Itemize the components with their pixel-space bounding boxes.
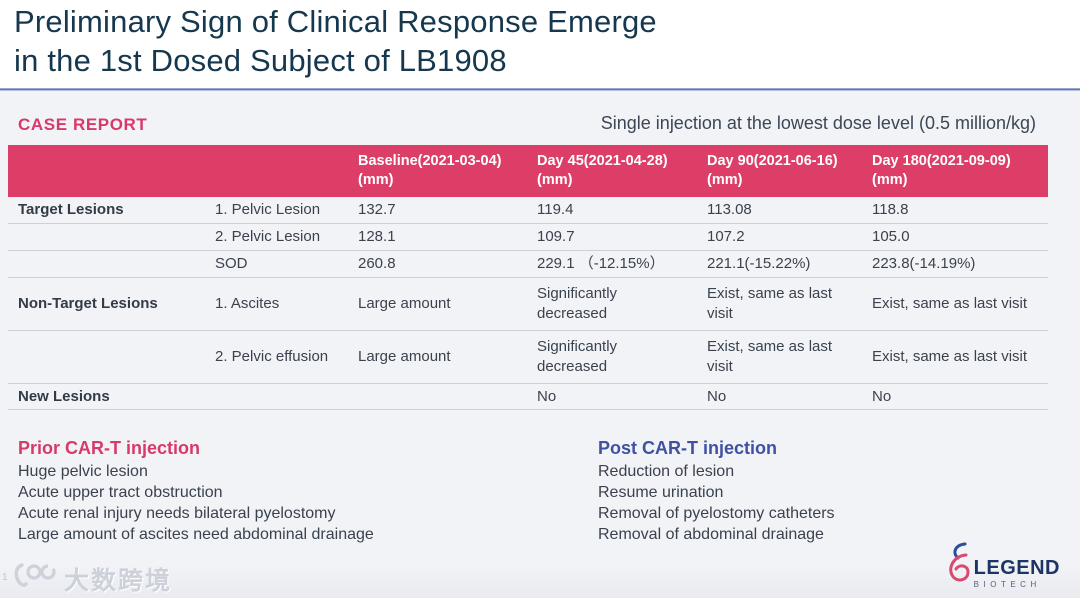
row-item-label: 2. Pelvic effusion [215, 348, 329, 365]
row-value-day45: 229.1 （-12.15%） [537, 255, 665, 272]
table-header-day180: Day 180(2021-09-09) (mm) [872, 153, 1011, 188]
table-header-baseline: Baseline(2021-03-04) (mm) [358, 153, 502, 188]
case-report-table: Baseline(2021-03-04) (mm) Day 45(2021-04… [8, 145, 1048, 410]
watermark-text: 大数跨境 [64, 566, 173, 595]
notes-section: Prior CAR-T injection Huge pelvic lesion… [0, 438, 1080, 558]
row-value-day45: 109.7 [537, 228, 575, 245]
row-group-label: Non-Target Lesions [18, 295, 158, 312]
row-item-label: 1. Ascites [215, 295, 280, 312]
brand-name: LEGEND [973, 557, 1060, 579]
table-header-empty-group [8, 145, 215, 197]
brand-subname: BIOTECH [973, 580, 1041, 589]
row-item-label: 1. Pelvic Lesion [215, 201, 321, 218]
watermark: 大数跨境 [12, 560, 172, 597]
table-row: SOD 260.8 229.1 （-12.15%） 221.1(-15.22%)… [8, 251, 1048, 278]
table-header-day90: Day 90(2021-06-16) (mm) [707, 153, 838, 188]
row-value-day90: 221.1(-15.22%) [707, 255, 811, 272]
table-row: 2. Pelvic effusion Large amount Signific… [8, 331, 1048, 384]
prior-cart-item: Huge pelvic lesion [18, 463, 148, 480]
prior-cart-list: Huge pelvic lesion Acute upper tract obs… [18, 461, 498, 545]
post-cart-list: Reduction of lesion Resume urination Rem… [598, 461, 1038, 545]
prior-cart-item: Large amount of ascites need abdominal d… [18, 526, 374, 543]
table-row: Non-Target Lesions 1. Ascites Large amou… [8, 278, 1048, 331]
slide-title: Preliminary Sign of Clinical Response Em… [14, 2, 1014, 80]
row-item-label: SOD [215, 255, 248, 272]
footer-shade [0, 564, 1080, 598]
table-header-day45: Day 45(2021-04-28) (mm) [537, 153, 668, 188]
row-group-label: Target Lesions [18, 201, 124, 218]
page-number: 1 [2, 572, 8, 583]
row-value-day45: Significantly decreased [537, 285, 618, 322]
prior-cart-title: Prior CAR-T injection [18, 438, 201, 458]
title-divider [0, 88, 1080, 91]
watermark-100-icon [12, 560, 56, 597]
table-row: Target Lesions 1. Pelvic Lesion 132.7 11… [8, 197, 1048, 224]
post-cart-item: Resume urination [598, 484, 724, 501]
table-row: 2. Pelvic Lesion 128.1 109.7 107.2 105.0 [8, 224, 1048, 251]
post-cart-item: Removal of pyelostomy catheters [598, 505, 835, 522]
row-value-baseline: 132.7 [358, 201, 396, 218]
post-cart-item: Reduction of lesion [598, 463, 735, 480]
legend-biotech-logo: LEGEND BIOTECH [944, 541, 1060, 592]
row-value-day90: Exist, same as last visit [707, 338, 833, 375]
table-header-empty-item [215, 145, 358, 197]
prior-cart-block: Prior CAR-T injection Huge pelvic lesion… [18, 438, 498, 545]
row-value-baseline: 128.1 [358, 228, 396, 245]
row-value-day90: No [707, 387, 727, 405]
row-group-label: New Lesions [18, 387, 110, 405]
legend-logo-icon [944, 541, 972, 592]
slide-title-line1: Preliminary Sign of Clinical Response Em… [14, 4, 657, 39]
row-value-day180: Exist, same as last visit [872, 295, 1028, 312]
row-item-label: 2. Pelvic Lesion [215, 228, 321, 245]
row-value-day180: No [872, 387, 892, 405]
row-value-day180: Exist, same as last visit [872, 348, 1028, 365]
row-value-day180: 118.8 [872, 201, 909, 218]
row-value-day90: Exist, same as last visit [707, 285, 833, 322]
row-value-day90: 107.2 [707, 228, 745, 245]
row-value-day90: 113.08 [707, 201, 752, 218]
prior-cart-item: Acute upper tract obstruction [18, 484, 223, 501]
post-cart-block: Post CAR-T injection Reduction of lesion… [598, 438, 1038, 545]
case-report-label: CASE REPORT [18, 115, 148, 134]
row-value-day180: 105.0 [872, 228, 910, 245]
row-value-baseline: Large amount [358, 295, 451, 312]
table-row: New Lesions No No No [8, 384, 1048, 410]
prior-cart-item: Acute renal injury needs bilateral pyelo… [18, 505, 336, 522]
slide-title-line2: in the 1st Dosed Subject of LB1908 [14, 43, 507, 78]
row-value-day180: 223.8(-14.19%) [872, 255, 976, 272]
legend-logo-text: LEGEND BIOTECH [973, 557, 1060, 592]
post-cart-title: Post CAR-T injection [598, 438, 777, 458]
row-value-baseline: Large amount [358, 348, 451, 365]
row-value-baseline: 260.8 [358, 255, 396, 272]
table-header-row: Baseline(2021-03-04) (mm) Day 45(2021-04… [8, 145, 1048, 197]
dose-subtitle: Single injection at the lowest dose leve… [600, 113, 1036, 133]
row-value-day45: Significantly decreased [537, 338, 618, 375]
post-cart-item: Removal of abdominal drainage [598, 526, 824, 543]
row-value-day45: No [537, 387, 557, 405]
row-value-day45: 119.4 [537, 201, 574, 218]
